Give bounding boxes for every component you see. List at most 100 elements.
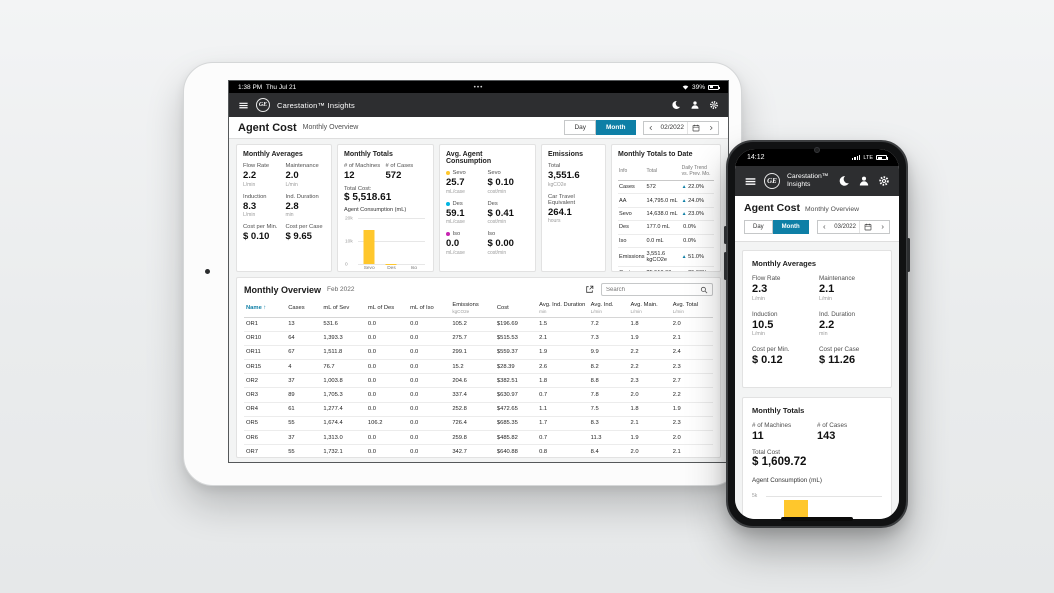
trend-up-arrow-icon: ▲ [682,270,687,271]
settings-gear-icon[interactable] [709,100,719,110]
metric-value: 10.5 [752,318,774,331]
trend-up-arrow-icon: ▲ [681,254,687,261]
table-row[interactable]: OR5 55 1,674.4 106.2 0.0 726.4 $685.35 1… [244,416,713,432]
cell-name: OR5 [244,416,287,432]
chart-bar [784,499,808,519]
cell-cost: $640.88 [494,444,538,457]
agent-cost-name: Des [487,200,498,207]
phone-status-bar: 14:12 LTE [735,149,899,166]
dark-mode-moon-icon[interactable] [838,175,850,187]
cell-cost: $472.65 [494,402,538,417]
metric-unit: L/min [819,295,832,302]
column-header[interactable]: mL of Iso [408,300,451,318]
card-title: Avg. Agent Consumption [446,151,492,165]
column-header[interactable]: Cases [286,300,322,318]
calendar-icon[interactable] [859,221,876,233]
cell-ml-des: 0.0 [365,359,409,375]
calendar-icon[interactable] [687,121,704,134]
cell-avg-ind: 7.5 [588,402,629,417]
table-row[interactable]: OR1 13 531.6 0.0 0.0 105.2 $196.69 1.5 7… [244,317,713,332]
tablet-clock: 1:38 PM Thu Jul 21 [238,83,297,91]
column-header[interactable]: Avg. Ind. L/min [588,300,629,318]
cell-avg-total: 2.7 [670,373,713,389]
column-header[interactable]: mL of Sev [321,300,366,318]
date-value[interactable]: 03/2022 [834,224,856,230]
table-row[interactable]: OR15 4 76.7 0.0 0.0 15.2 $28.39 2.6 8.2 [244,359,713,375]
export-icon[interactable] [585,285,594,294]
cell-ml-iso: 0.0 [408,430,451,446]
user-profile-icon[interactable] [690,100,700,110]
agent-name: Iso [452,231,461,237]
table-row[interactable]: OR2 37 1,003.8 0.0 0.0 204.6 $382.51 1.8… [244,373,713,389]
hamburger-menu-icon[interactable] [744,175,757,188]
chart-bars [358,218,425,264]
prev-month-chevron-icon[interactable] [818,224,831,230]
metric-grid: Flow Rate 2.2 L/min Maintenance 2.0 L/mi… [243,163,325,248]
table-row[interactable]: OR6 37 1,313.0 0.0 0.0 259.8 $485.82 0.7… [244,430,713,446]
settings-gear-icon[interactable] [878,175,890,187]
next-month-chevron-icon[interactable] [876,224,889,230]
cell-emissions: 15.2 [450,359,495,375]
agent-color-dot-icon [446,171,450,175]
month-toggle-button[interactable]: Month [596,120,636,135]
cell-cases: 55 [286,444,322,457]
table-row[interactable]: OR4 61 1,277.4 0.0 0.0 252.8 $472.65 1.1… [244,402,713,417]
table-row[interactable]: OR7 55 1,732.1 0.0 0.0 342.7 $640.88 0.8… [244,444,713,457]
trend-value: 23.0% [688,210,704,217]
chart-title: Agent Consumption (mL) [344,207,407,213]
day-toggle-button[interactable]: Day [564,120,596,135]
cell-avg-total: 2.0 [670,317,713,332]
prev-month-chevron-icon[interactable] [644,125,658,131]
agent-row: Sevo 25.7 mL/case Sevo $ 0.10 cost/min [446,170,529,195]
agent-cost-unit: cost/min [487,249,507,256]
cell-name: OR11 [244,345,287,361]
month-toggle-button[interactable]: Month [772,220,809,234]
search-input[interactable] [606,286,700,293]
day-toggle-button[interactable]: Day [744,220,773,234]
hamburger-menu-icon[interactable] [238,100,249,111]
totals-row: Des 177.0 mL 0.0% [618,220,714,235]
tablet-front-camera [205,269,210,274]
cell-name: OR1 [244,317,287,332]
column-header[interactable]: Avg. Total L/min [670,300,713,318]
phone-screen: 14:12 LTE GE Carestation™ Insights [735,149,899,519]
column-header[interactable]: Avg. Ind. Duration min [537,300,589,318]
cell-ml-iso: 0.0 [408,444,451,457]
column-header[interactable]: Emissions kgCO2e [450,300,495,318]
cell-avg-ind-duration: 0.7 [537,387,589,403]
cell-avg-ind: 7.2 [588,317,629,332]
phone-volume-up-button [724,226,727,244]
trend-cell: 0.0% [680,234,714,248]
cell-cost: $630.97 [494,387,538,403]
dark-mode-moon-icon[interactable] [671,100,681,110]
table-row[interactable]: OR3 89 1,705.3 0.0 0.0 337.4 $630.97 0.7… [244,387,713,403]
cell-cost: $485.82 [494,430,538,446]
info-cell: Cost [618,266,646,271]
metric-grid: Flow Rate 2.3 L/min Maintenance 2.1 L/mi… [752,275,882,373]
column-header[interactable]: Cost [494,300,538,318]
ge-logo: GE [256,98,270,112]
phone-dashboard[interactable]: Monthly Averages Flow Rate 2.3 L/min Mai… [735,242,899,519]
column-header-name[interactable]: Name ↑ [244,300,287,318]
table-row[interactable]: OR11 67 1,511.8 0.0 0.0 299.1 $559.37 1.… [244,345,713,361]
cell-ml-sev: 1,705.3 [321,387,366,403]
cell-avg-ind-duration: 2.1 [537,331,589,346]
cell-avg-ind: 9.9 [588,345,629,361]
date-value[interactable]: 02/2022 [660,124,685,131]
cell-cases: 55 [286,416,322,432]
agent-cost-value: $ 0.00 [487,238,514,249]
table-row[interactable]: OR10 64 1,393.3 0.0 0.0 275.7 $515.53 2.… [244,331,713,346]
home-indicator[interactable] [781,517,853,521]
machines-metric: # of Machines 11 [752,422,817,442]
trend-value: 0.0% [683,224,696,231]
metric-label: # of Cases [385,163,414,169]
column-header[interactable]: Avg. Main. L/min [628,300,671,318]
cell-ml-iso: 0.0 [408,373,451,389]
info-cell: Cases [618,180,646,195]
cell-avg-ind-duration: 2.6 [537,359,589,375]
metric-unit: min [819,331,828,337]
user-profile-icon[interactable] [858,175,870,187]
next-month-chevron-icon[interactable] [704,125,718,131]
total-cost-label: Total Cost [752,448,780,456]
column-header[interactable]: mL of Des [365,300,409,318]
